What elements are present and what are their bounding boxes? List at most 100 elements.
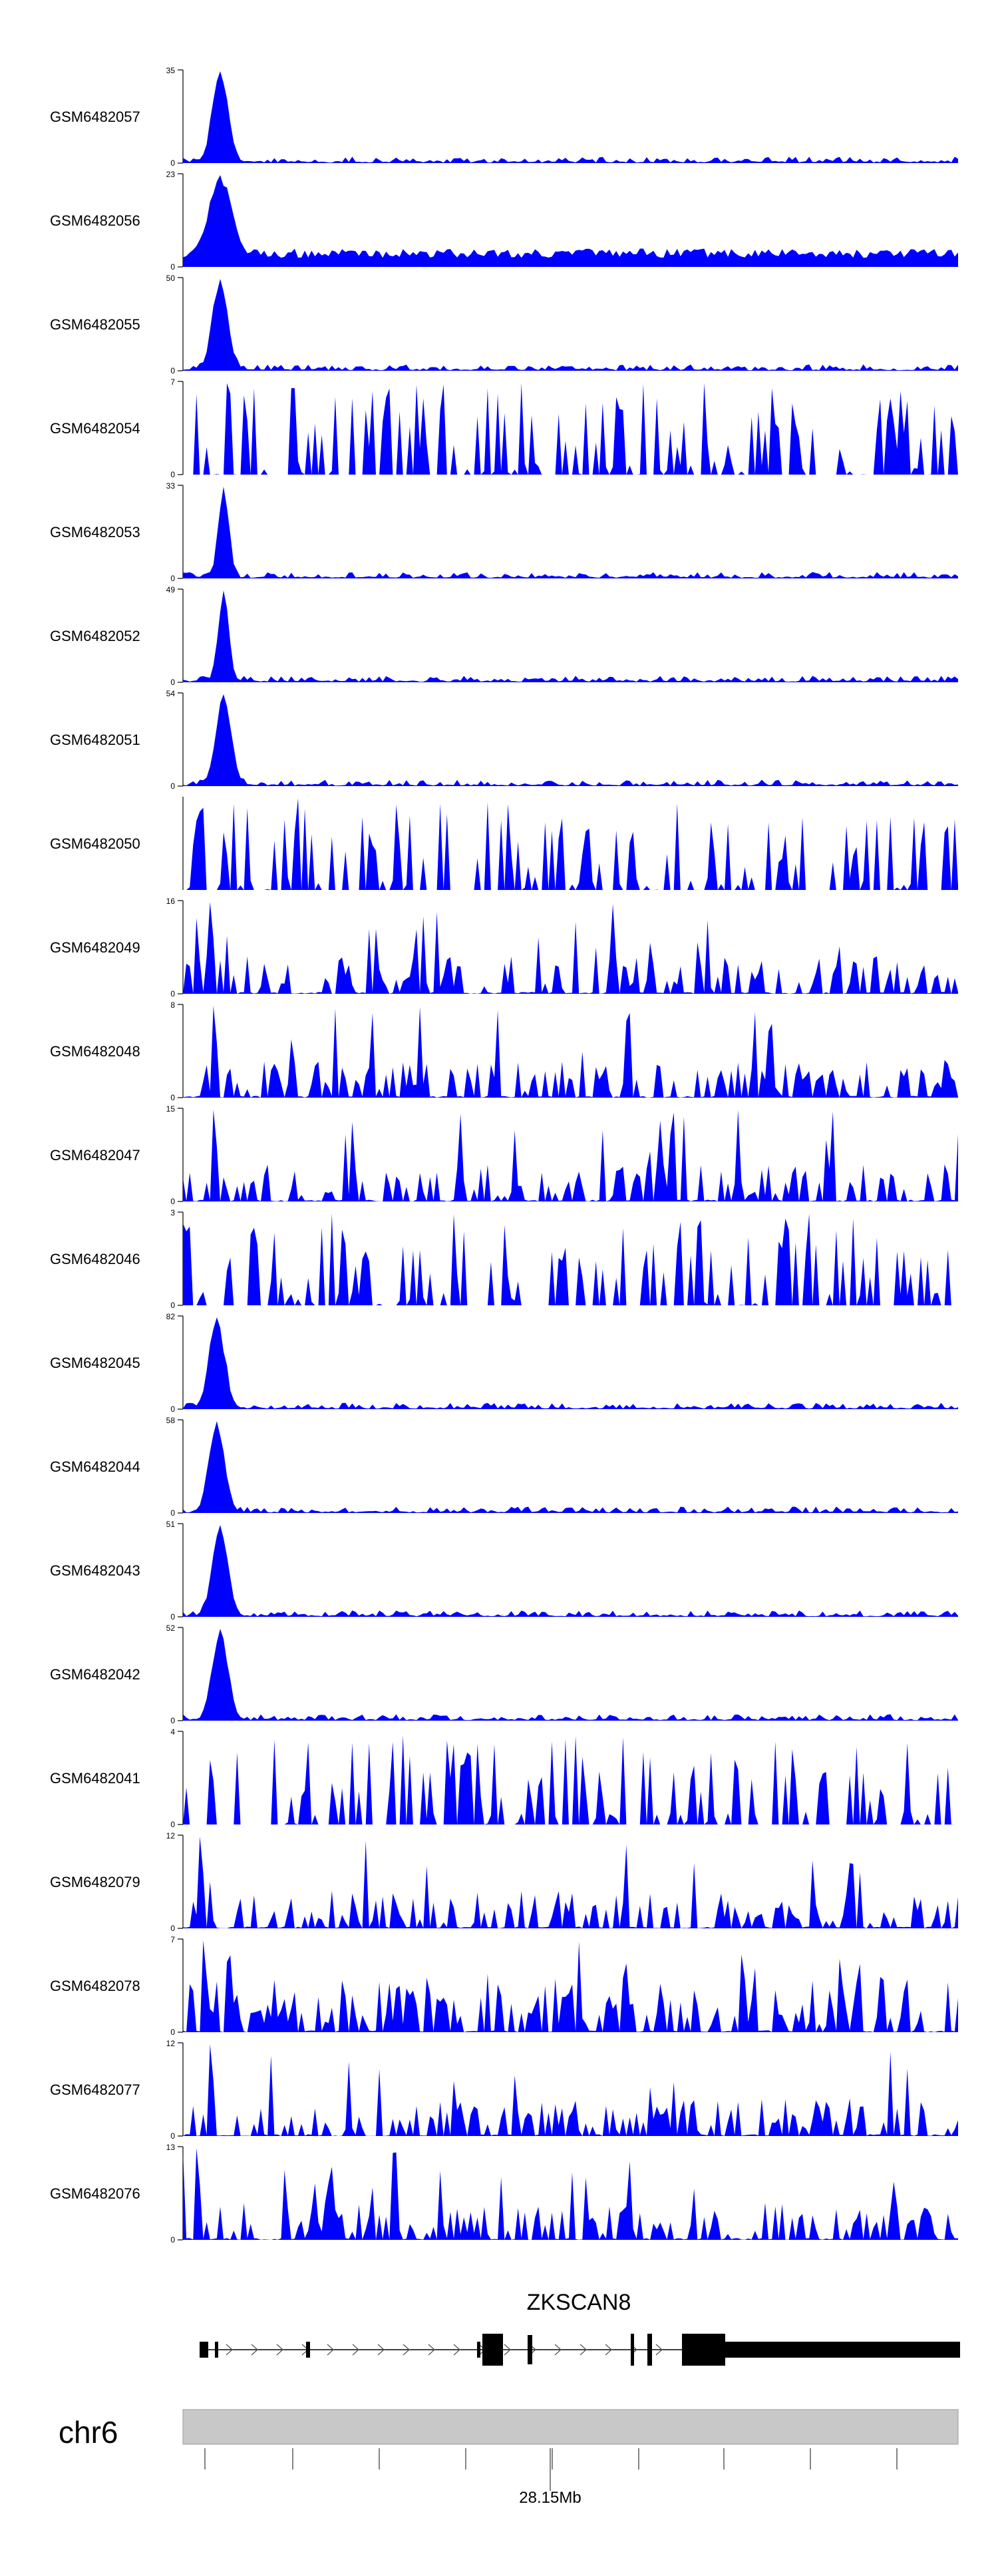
y-tick-label-min: 0 (170, 366, 175, 375)
chromosome-ideogram: chr6 28.15Mb (59, 2409, 959, 2507)
coverage-area (183, 1110, 958, 1201)
coverage-area (183, 2044, 958, 2136)
y-tick-label-min: 0 (170, 2131, 175, 2141)
gene-exon (631, 2334, 634, 2366)
y-tick-label-min: 0 (170, 1093, 175, 1102)
track-name-label: GSM6482052 (50, 628, 140, 644)
track-name-label: GSM6482050 (50, 835, 140, 852)
strand-arrow (403, 2344, 410, 2356)
y-tick-label-min: 0 (170, 158, 175, 168)
y-tick-label-min: 0 (170, 1612, 175, 1621)
y-tick-label-max: 50 (166, 274, 176, 283)
coverage-area (183, 902, 958, 994)
track-name-label: GSM6482056 (50, 212, 140, 229)
track-name-label: GSM6482077 (50, 2081, 140, 2098)
signal-tracks: GSM6482057350GSM6482056230GSM6482055500G… (50, 66, 958, 2245)
coverage-area (183, 2148, 958, 2240)
coverage-area (183, 1836, 958, 1928)
coverage-area (183, 175, 958, 267)
track-GSM6482055: GSM6482055 50 0 (50, 274, 958, 375)
track-GSM6482054: GSM6482054 7 0 (50, 377, 958, 479)
track-GSM6482051: GSM6482051 54 0 (50, 689, 958, 791)
chromosome-label: chr6 (59, 2415, 118, 2450)
gene-exon (528, 2335, 532, 2364)
y-tick-label-max: 12 (166, 1831, 176, 1840)
track-GSM6482045: GSM6482045 82 0 (50, 1312, 958, 1414)
y-tick-label-max: 52 (166, 1623, 176, 1633)
track-name-label: GSM6482078 (50, 1978, 140, 1994)
track-GSM6482043: GSM6482043 51 0 (50, 1520, 958, 1621)
y-tick-label-min: 0 (170, 678, 175, 687)
track-GSM6482078: GSM6482078 7 0 (50, 1935, 958, 2037)
track-GSM6482077: GSM6482077 12 0 (50, 2039, 958, 2141)
strand-arrow (580, 2344, 587, 2356)
coverage-area (183, 383, 958, 475)
track-name-label: GSM6482046 (50, 1251, 140, 1267)
coverage-area (183, 1525, 958, 1617)
gene-exon (682, 2334, 725, 2366)
y-tick-label-max: 4 (170, 1727, 175, 1737)
gene-exon (306, 2342, 310, 2358)
track-name-label: GSM6482044 (50, 1458, 140, 1475)
y-tick-label-max: 3 (170, 1208, 175, 1217)
gene-exon (482, 2334, 503, 2366)
y-tick-label-min: 0 (170, 989, 175, 998)
track-name-label: GSM6482079 (50, 1874, 140, 1890)
coverage-area (183, 590, 958, 682)
gene-name-label: ZKSCAN8 (527, 2290, 631, 2315)
track-name-label: GSM6482043 (50, 1562, 140, 1579)
gene-exon (647, 2334, 652, 2366)
track-GSM6482044: GSM6482044 58 0 (50, 1416, 958, 1518)
y-tick-label-min: 0 (170, 1924, 175, 1933)
y-tick-label-max: 33 (166, 481, 176, 491)
strand-arrow (251, 2344, 258, 2356)
track-GSM6482049: GSM6482049 16 0 (50, 897, 958, 998)
coverage-area (183, 1006, 958, 1098)
ideogram-band (182, 2409, 959, 2445)
y-tick-label-min: 0 (170, 262, 175, 272)
track-name-label: GSM6482042 (50, 1666, 140, 1683)
strand-arrow (377, 2344, 385, 2356)
strand-arrow (327, 2344, 334, 2356)
y-tick-label-max: 7 (170, 1935, 175, 1944)
y-tick-label-min: 0 (170, 2028, 175, 2037)
coverage-area (183, 1629, 958, 1721)
track-name-label: GSM6482054 (50, 420, 140, 437)
strand-arrow (352, 2344, 359, 2356)
coverage-area (183, 71, 958, 163)
track-name-label: GSM6482045 (50, 1355, 140, 1371)
y-tick-label-min: 0 (170, 2235, 175, 2245)
coverage-area (183, 1317, 958, 1409)
y-tick-label-min: 0 (170, 470, 175, 479)
gene-exon (215, 2342, 218, 2358)
y-tick-label-min: 0 (170, 1404, 175, 1414)
coverage-area (183, 1735, 958, 1825)
track-name-label: GSM6482041 (50, 1770, 140, 1787)
track-name-label: GSM6482053 (50, 524, 140, 540)
track-name-label: GSM6482057 (50, 108, 140, 125)
coverage-area (183, 798, 958, 890)
track-GSM6482046: GSM6482046 3 0 (50, 1208, 958, 1310)
coverage-area (183, 694, 958, 786)
strand-arrow (226, 2344, 233, 2356)
y-tick-label-max: 51 (166, 1520, 176, 1529)
coverage-area (183, 487, 958, 578)
strand-arrow (605, 2344, 612, 2356)
track-GSM6482053: GSM6482053 33 0 (50, 481, 958, 583)
track-GSM6482041: GSM6482041 4 0 (50, 1727, 958, 1829)
y-tick-label-min: 0 (170, 1197, 175, 1206)
strand-arrow (453, 2344, 460, 2356)
y-tick-label-max: 54 (166, 689, 176, 698)
y-tick-label-min: 0 (170, 1301, 175, 1310)
track-name-label: GSM6482047 (50, 1147, 140, 1164)
coverage-area (183, 1213, 958, 1305)
track-GSM6482079: GSM6482079 12 0 (50, 1831, 958, 1933)
y-tick-label-max: 58 (166, 1416, 176, 1425)
y-tick-label-max: 12 (166, 2039, 176, 2048)
y-tick-label-min: 0 (170, 1820, 175, 1829)
y-tick-label-min: 0 (170, 1508, 175, 1518)
coverage-area (183, 1421, 958, 1513)
track-GSM6482057: GSM6482057 35 0 (50, 66, 958, 168)
strand-arrow (554, 2344, 562, 2356)
